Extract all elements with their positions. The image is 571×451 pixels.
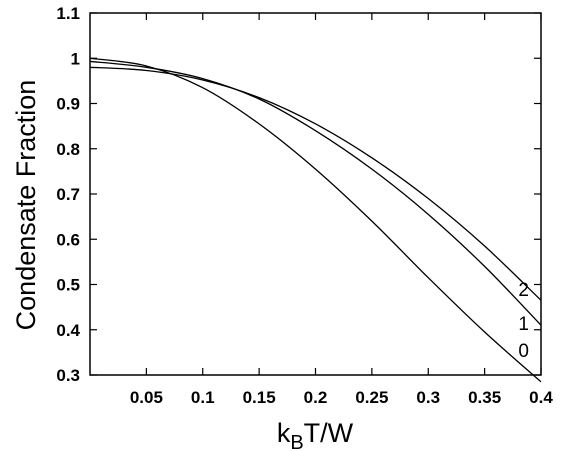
y-tick-label: 0.3	[56, 366, 80, 385]
x-axis-title: kBT/W	[277, 418, 354, 451]
series-line-2	[89, 66, 542, 301]
curve-label-2: 2	[518, 280, 529, 301]
y-tick-label: 1.1	[56, 4, 80, 23]
y-axis-title: Condensate Fraction	[11, 80, 41, 331]
curve-label-1: 1	[518, 314, 529, 335]
x-tick-label: 0.3	[416, 388, 440, 407]
x-axis-title-rest: T/W	[304, 418, 354, 448]
x-tick-label: 0.25	[355, 388, 388, 407]
series-line-0	[89, 57, 542, 383]
y-tick-label: 0.9	[56, 95, 80, 114]
x-tick-label: 0.05	[130, 388, 163, 407]
curve-label-0: 0	[518, 341, 529, 362]
x-axis-title-k: k	[277, 418, 291, 448]
y-tick-label: 1	[71, 49, 80, 68]
curves	[89, 57, 542, 383]
x-tick-label: 0.2	[304, 388, 328, 407]
x-tick-label: 0.1	[191, 388, 215, 407]
y-tick-label: 0.8	[56, 140, 80, 159]
series-line-1	[89, 60, 542, 326]
x-tick-label: 0.4	[529, 388, 553, 407]
x-axis-title-subscript: B	[290, 432, 303, 451]
x-tick-label: 0.15	[243, 388, 276, 407]
y-tick-label: 0.6	[56, 230, 80, 249]
y-tick-label: 0.7	[56, 185, 80, 204]
tick-labels: 0.3 0.4 0.5 0.6 0.7 0.8 0.9 1 1.1 0.05 0.1 0.15 0.2 0…	[56, 4, 553, 407]
x-tick-label: 0.35	[468, 388, 501, 407]
y-tick-label: 0.4	[56, 321, 80, 340]
y-tick-label: 0.5	[56, 276, 80, 295]
tick-marks	[90, 12, 542, 376]
